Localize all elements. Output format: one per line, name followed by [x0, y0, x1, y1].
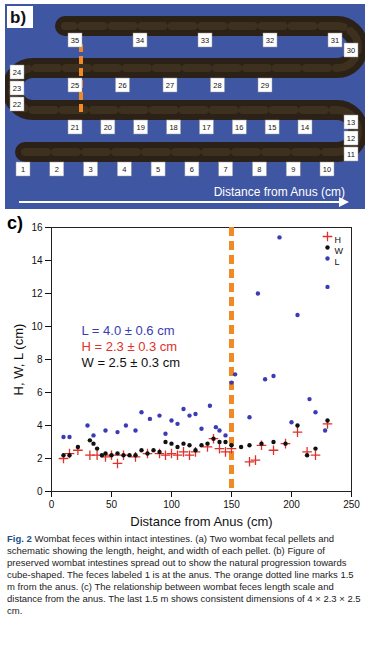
svg-text:50: 50	[106, 499, 118, 510]
svg-text:34: 34	[136, 36, 144, 45]
svg-text:17: 17	[202, 123, 210, 132]
svg-text:6: 6	[37, 387, 43, 398]
svg-text:5: 5	[156, 165, 160, 174]
svg-text:29: 29	[261, 81, 269, 90]
svg-text:24: 24	[13, 68, 21, 77]
html-text:c): c)	[7, 213, 23, 233]
svg-text:15: 15	[268, 123, 276, 132]
svg-text:32: 32	[266, 36, 274, 45]
svg-text:Distance from Anus (cm): Distance from Anus (cm)	[130, 514, 272, 529]
svg-text:12: 12	[31, 288, 43, 299]
svg-text:b): b)	[10, 8, 26, 27]
svg-text:30: 30	[347, 46, 355, 55]
svg-text:16: 16	[31, 222, 43, 233]
svg-text:4: 4	[37, 420, 43, 431]
svg-text:9: 9	[291, 165, 295, 174]
svg-text:6: 6	[190, 165, 194, 174]
html-text:Fig. 2 Wombat feces within int: Fig. 2 Wombat feces within intact intest…	[7, 533, 361, 616]
svg-text:H: H	[335, 235, 342, 245]
svg-text:Distance from Anus (cm): Distance from Anus (cm)	[214, 185, 345, 199]
svg-text:L: L	[335, 257, 340, 267]
svg-text:H = 2.3 ± 0.3 cm: H = 2.3 ± 0.3 cm	[82, 339, 178, 354]
svg-text:26: 26	[118, 81, 126, 90]
svg-text:10: 10	[31, 321, 43, 332]
svg-text:18: 18	[169, 123, 177, 132]
svg-text:250: 250	[343, 499, 360, 510]
svg-text:0: 0	[37, 486, 43, 497]
svg-text:1: 1	[21, 165, 25, 174]
svg-text:28: 28	[213, 81, 221, 90]
svg-text:20: 20	[104, 123, 112, 132]
svg-text:8: 8	[257, 165, 261, 174]
svg-text:21: 21	[71, 123, 79, 132]
svg-text:0: 0	[49, 499, 55, 510]
svg-text:200: 200	[283, 499, 300, 510]
svg-text:2: 2	[55, 165, 59, 174]
svg-text:22: 22	[13, 100, 21, 109]
svg-text:35: 35	[71, 36, 79, 45]
svg-text:19: 19	[137, 123, 145, 132]
svg-text:7: 7	[224, 165, 228, 174]
svg-text:14: 14	[301, 123, 309, 132]
svg-text:23: 23	[13, 84, 21, 93]
svg-text:4: 4	[122, 165, 126, 174]
svg-text:11: 11	[347, 150, 355, 159]
svg-text:33: 33	[201, 36, 209, 45]
svg-text:3: 3	[88, 165, 92, 174]
svg-text:14: 14	[31, 255, 43, 266]
svg-text:W = 2.5 ± 0.3 cm: W = 2.5 ± 0.3 cm	[82, 355, 181, 370]
svg-text:31: 31	[331, 36, 339, 45]
svg-text:25: 25	[71, 81, 79, 90]
svg-text:100: 100	[163, 499, 180, 510]
svg-text:L = 4.0 ± 0.6 cm: L = 4.0 ± 0.6 cm	[82, 323, 175, 338]
svg-text:2: 2	[37, 453, 43, 464]
svg-text:8: 8	[37, 354, 43, 365]
svg-text:H, W, L (cm): H, W, L (cm)	[11, 324, 26, 396]
svg-text:10: 10	[323, 165, 331, 174]
svg-text:W: W	[335, 246, 344, 256]
svg-text:16: 16	[235, 123, 243, 132]
svg-text:12: 12	[347, 134, 355, 143]
svg-text:150: 150	[223, 499, 240, 510]
svg-text:13: 13	[347, 118, 355, 127]
svg-text:27: 27	[166, 81, 174, 90]
